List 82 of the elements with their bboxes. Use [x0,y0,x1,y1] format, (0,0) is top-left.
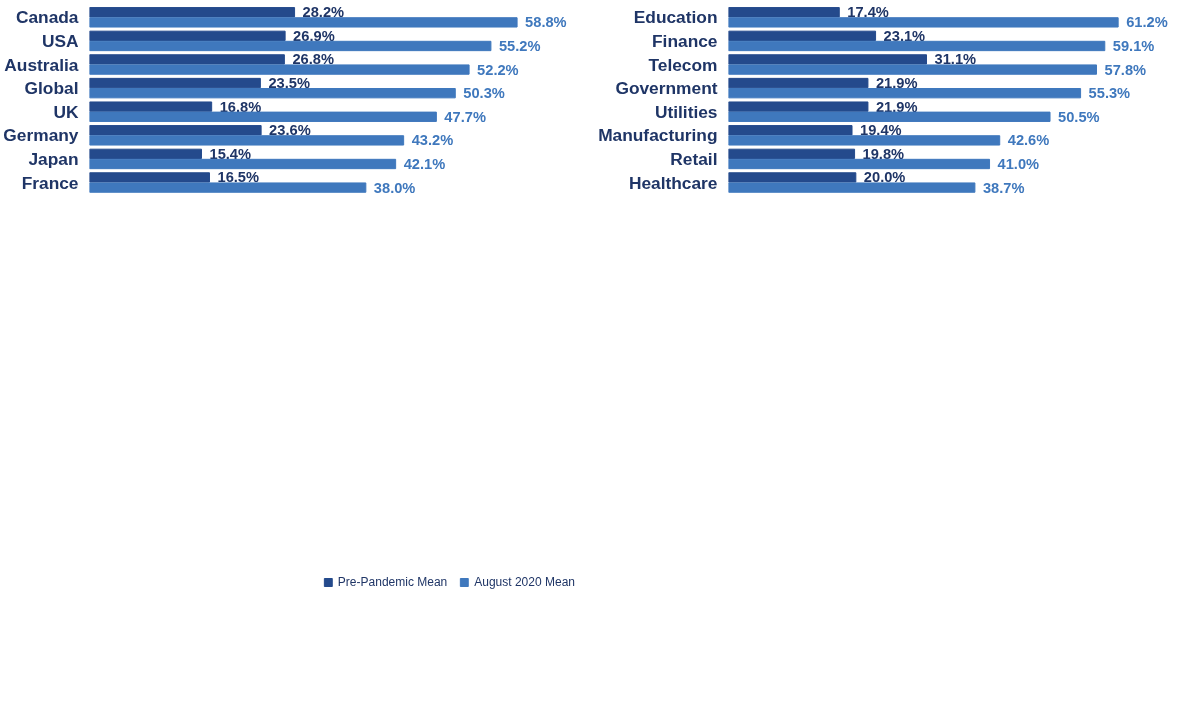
bar [89,148,202,160]
y-tick-label: Germany [3,125,79,146]
data-label: 19.4% [860,122,902,139]
data-label: 55.2% [498,37,541,54]
bar [728,101,869,112]
data-label: 17.4% [847,4,889,21]
y-tick-label: Japan [28,148,79,169]
data-label: 42.1% [403,155,446,172]
data-label: 59.1% [1112,37,1155,54]
data-label: 50.5% [1058,108,1100,125]
bar [89,125,262,136]
data-label: 42.6% [1007,132,1050,149]
data-label: 16.5% [217,169,260,186]
bar [89,40,492,52]
data-label: 20.0% [863,169,906,186]
bar [728,54,928,65]
bar [728,125,853,136]
y-tick-label: Canada [15,7,79,28]
data-label: 21.9% [875,98,918,115]
bar [728,30,877,41]
data-label: 23.1% [883,27,926,44]
bar [728,148,856,160]
bar [728,77,869,89]
data-label: 41.0% [997,155,1040,172]
data-label: 55.3% [1088,85,1131,102]
bar [89,17,518,28]
data-label: 31.1% [934,51,977,68]
bar [89,77,261,89]
bar [89,88,456,99]
y-tick-label: Utilities [654,101,718,122]
bar [728,158,991,170]
bar [728,182,976,193]
bar [89,172,210,183]
y-tick-label: USA [41,30,79,51]
y-tick-label: Education [633,7,718,28]
y-tick-label: Australia [4,54,79,75]
y-tick-label: Retail [670,148,718,169]
y-tick-label: Government [615,78,718,99]
bar [728,111,1051,122]
bar [728,88,1082,99]
data-label: 58.8% [525,14,567,31]
bar [89,30,286,41]
data-label: 28.2% [302,4,345,21]
y-tick-label: France [21,172,79,193]
bar [728,17,1119,28]
bar [728,135,1001,146]
data-label: 52.2% [477,61,519,78]
y-tick-label: Telecom [648,54,718,75]
data-label: 15.4% [209,145,252,162]
data-label: 23.5% [268,75,310,92]
data-label: 26.8% [292,51,334,68]
data-label: 43.2% [411,132,454,149]
y-tick-label: Finance [652,30,718,51]
legend-label: August 2020 Mean [474,574,575,589]
bar [89,54,285,65]
data-label: 16.8% [219,98,262,115]
bar [89,111,437,122]
data-label: 57.8% [1104,61,1147,78]
bar [89,158,397,170]
bar [89,101,213,112]
data-label: 21.9% [875,75,918,92]
bar [728,7,840,18]
data-label: 19.8% [862,145,905,162]
legend-label: Pre-Pandemic Mean [337,574,448,589]
y-tick-label: UK [53,101,79,122]
data-label: 47.7% [444,108,486,125]
bar [89,64,470,75]
bar [89,135,405,146]
y-tick-label: Manufacturing [598,125,718,146]
data-label: 23.6% [269,122,311,139]
y-tick-label: Healthcare [628,172,718,193]
bar [728,172,857,183]
data-label: 38.0% [373,179,416,196]
data-label: 26.9% [293,27,335,44]
bar [89,182,367,193]
y-tick-label: Global [24,78,79,99]
bar [728,64,1098,75]
data-label: 50.3% [463,85,505,102]
data-label: 61.2% [1126,14,1168,31]
bar [89,7,296,18]
bar [728,40,1106,52]
data-label: 38.7% [982,179,1025,196]
